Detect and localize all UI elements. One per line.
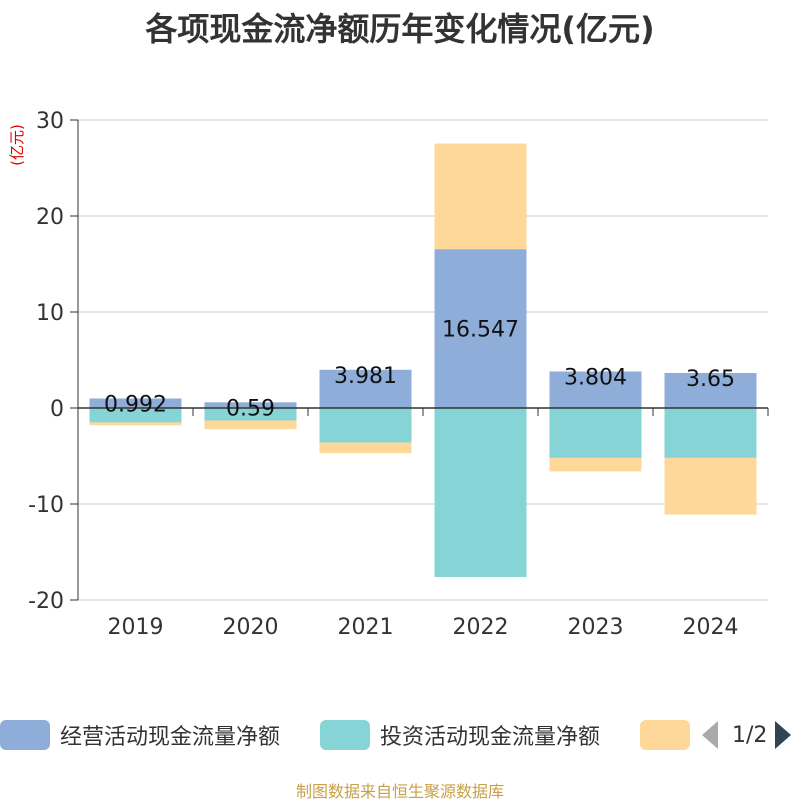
chart-title: 各项现金流净额历年变化情况(亿元) xyxy=(145,10,655,48)
chart-plot: -20 -10 0 10 20 30 (亿元) 2019 2020 2021 2022 2023 202… xyxy=(8,109,769,640)
bar-series2-2020 xyxy=(204,420,297,430)
data-label-operating: 0.59 xyxy=(226,396,275,421)
data-label-operating: 3.804 xyxy=(564,365,627,390)
data-label-operating: 16.547 xyxy=(442,318,519,343)
legend-page-indicator: 1/2 xyxy=(732,722,768,748)
bar-series2-2019 xyxy=(89,422,182,426)
x-tick-label: 2023 xyxy=(568,615,624,640)
bar-series1-2019 xyxy=(89,408,182,423)
legend-swatch-investing xyxy=(320,720,370,750)
x-tick-label: 2019 xyxy=(108,615,164,640)
bar-series0-2022 xyxy=(434,249,527,408)
legend-item-investing[interactable]: 投资活动现金流量净额 xyxy=(320,718,600,752)
data-source-note: 制图数据来自恒生聚源数据库 xyxy=(295,782,504,801)
y-axis-unit-label: (亿元) xyxy=(8,124,26,166)
bar-series0-2023 xyxy=(549,371,642,408)
legend-swatch-financing xyxy=(640,720,690,750)
data-label-operating: 3.65 xyxy=(686,367,735,392)
legend-swatch-operating xyxy=(0,720,50,750)
legend-next-page-icon[interactable] xyxy=(775,721,792,749)
bar-series1-2023 xyxy=(549,408,642,458)
x-tick-label: 2022 xyxy=(453,615,509,640)
y-tick-label: 20 xyxy=(36,205,64,230)
bar-series0-2024 xyxy=(664,372,757,408)
y-tick-label: -10 xyxy=(28,493,64,518)
bar-series2-2021 xyxy=(319,442,412,454)
y-tick-label: 30 xyxy=(36,109,64,134)
bar-series0-2019 xyxy=(89,398,182,408)
bar-series1-2020 xyxy=(204,408,297,421)
legend-label-operating: 经营活动现金流量净额 xyxy=(60,725,281,750)
legend-label-investing: 投资活动现金流量净额 xyxy=(380,725,601,750)
bar-series1-2024 xyxy=(664,408,757,458)
data-label-operating: 3.981 xyxy=(334,364,397,389)
y-tick-label: 10 xyxy=(36,301,64,326)
bar-series0-2021 xyxy=(319,369,412,408)
legend-item-financing[interactable] xyxy=(640,718,700,752)
bar-series1-2022 xyxy=(434,408,527,577)
bar-series0-2020 xyxy=(204,402,297,408)
bar-series2-2024 xyxy=(664,457,757,515)
legend-pager: 1/2 xyxy=(700,718,800,752)
legend: 经营活动现金流量净额 投资活动现金流量净额 1/2 xyxy=(0,718,800,752)
legend-prev-page-icon[interactable] xyxy=(702,721,718,749)
data-label-operating: 0.992 xyxy=(104,392,167,417)
y-tick-label: 0 xyxy=(50,397,64,422)
bar-series1-2021 xyxy=(319,408,412,443)
x-tick-label: 2024 xyxy=(683,615,739,640)
y-tick-label: -20 xyxy=(28,589,64,614)
x-tick-label: 2020 xyxy=(223,615,279,640)
x-tick-label: 2021 xyxy=(338,615,394,640)
bar-series2-2022 xyxy=(434,143,527,250)
legend-item-operating[interactable]: 经营活动现金流量净额 xyxy=(0,718,280,752)
bar-series2-2023 xyxy=(549,457,642,472)
